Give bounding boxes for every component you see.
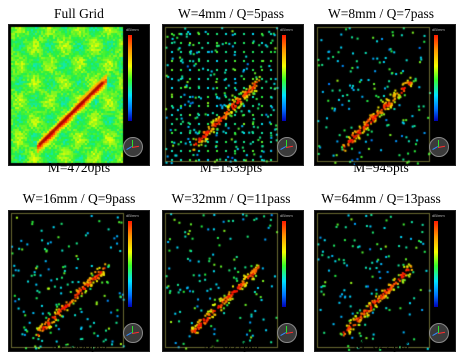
color-scale-unit: dB/mm [432, 27, 445, 32]
color-scale [128, 221, 132, 307]
panel-title-w8: W=8mm / Q=7pass [328, 6, 434, 21]
orientation-widget [123, 323, 143, 343]
panel-w4: dB/mm [162, 24, 304, 166]
panel-caption-full-grid: M=4720pts [47, 160, 111, 175]
panel-w16: dB/mm [8, 210, 150, 352]
orientation-widget [277, 137, 297, 157]
panel-caption-w64: M=822pts [353, 337, 409, 352]
color-scale-unit: dB/mm [126, 213, 139, 218]
color-scale [434, 221, 438, 307]
panel-w32: dB/mm [162, 210, 304, 352]
color-scale [282, 35, 286, 121]
panel-caption-w16: M=888pts [51, 337, 107, 352]
orientation-widget [429, 323, 449, 343]
panel-caption-w32: M=831pts [203, 337, 259, 352]
panel-title-w64: W=64mm / Q=13pass [321, 191, 441, 206]
color-scale-unit: dB/mm [280, 213, 293, 218]
panel-w64: dB/mm [314, 210, 456, 352]
color-scale-unit: dB/mm [126, 27, 139, 32]
color-scale-unit: dB/mm [432, 213, 445, 218]
panel-caption-w8: M=945pts [353, 160, 409, 175]
panel-title-w4: W=4mm / Q=5pass [178, 6, 284, 21]
panel-title-full-grid: Full Grid [54, 6, 104, 21]
orientation-widget [277, 323, 297, 343]
panel-title-w16: W=16mm / Q=9pass [22, 191, 136, 206]
color-scale [128, 35, 132, 121]
color-scale [434, 35, 438, 121]
color-scale [282, 221, 286, 307]
panel-full-grid: dB/mm [8, 24, 150, 166]
panel-title-w32: W=32mm / Q=11pass [171, 191, 291, 206]
orientation-widget [123, 137, 143, 157]
panel-w8: dB/mm [314, 24, 456, 166]
panel-caption-w4: M=1539pts [199, 160, 263, 175]
color-scale-unit: dB/mm [280, 27, 293, 32]
orientation-widget [429, 137, 449, 157]
